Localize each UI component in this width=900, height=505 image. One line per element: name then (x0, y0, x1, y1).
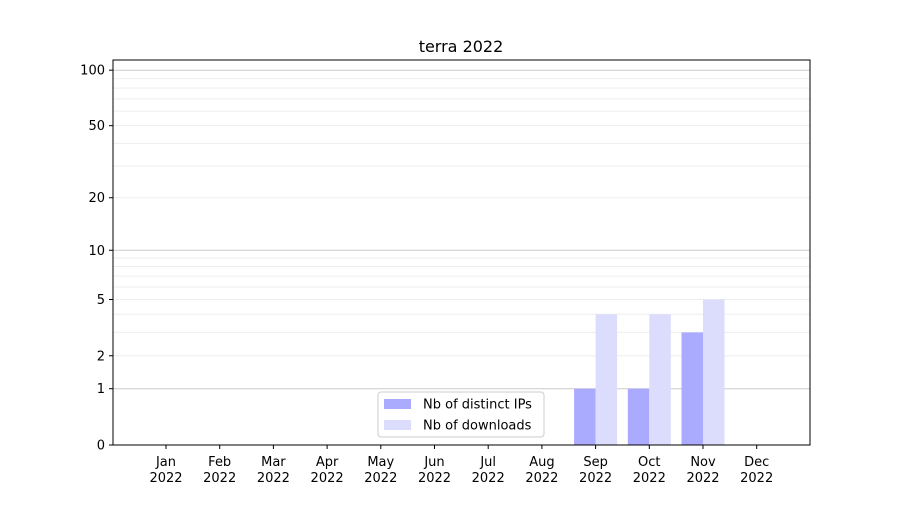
bar-downloads (703, 299, 725, 445)
y-tick-label: 10 (88, 244, 105, 259)
x-tick-label: Mar 2022 (257, 455, 290, 486)
legend-label: Nb of distinct IPs (423, 398, 532, 413)
x-tick-label: Aug 2022 (525, 455, 558, 486)
bar-ips (681, 332, 703, 445)
x-tick-label: Sep 2022 (579, 455, 612, 486)
legend-label: Nb of downloads (423, 419, 532, 434)
x-tick-label: Jan 2022 (149, 455, 182, 486)
legend (377, 391, 545, 438)
bar-ips (627, 388, 650, 445)
x-tick-label: Nov 2022 (686, 455, 719, 486)
legend-swatch (384, 399, 411, 409)
y-tick-label: 20 (88, 191, 105, 206)
x-tick-label: May 2022 (364, 455, 397, 486)
x-tick-label: Jun 2022 (418, 455, 451, 486)
y-tick-label: 1 (97, 382, 105, 397)
bar-ips (574, 388, 596, 445)
bar-downloads (649, 314, 671, 445)
x-tick-label: Apr 2022 (311, 455, 344, 486)
x-tick-label: Dec 2022 (740, 455, 773, 486)
y-tick-label: 2 (97, 349, 105, 364)
y-tick-label: 0 (97, 439, 105, 454)
y-tick-label: 5 (97, 293, 105, 308)
x-tick-label: Feb 2022 (203, 455, 236, 486)
y-tick-label: 100 (80, 64, 105, 79)
legend-swatch (384, 420, 411, 430)
chart-title: terra 2022 (419, 37, 504, 56)
x-tick-label: Oct 2022 (633, 455, 666, 486)
x-tick-label: Jul 2022 (472, 455, 505, 486)
y-tick-label: 50 (88, 119, 105, 134)
axes-frame (112, 59, 811, 446)
bar-downloads (595, 314, 618, 445)
